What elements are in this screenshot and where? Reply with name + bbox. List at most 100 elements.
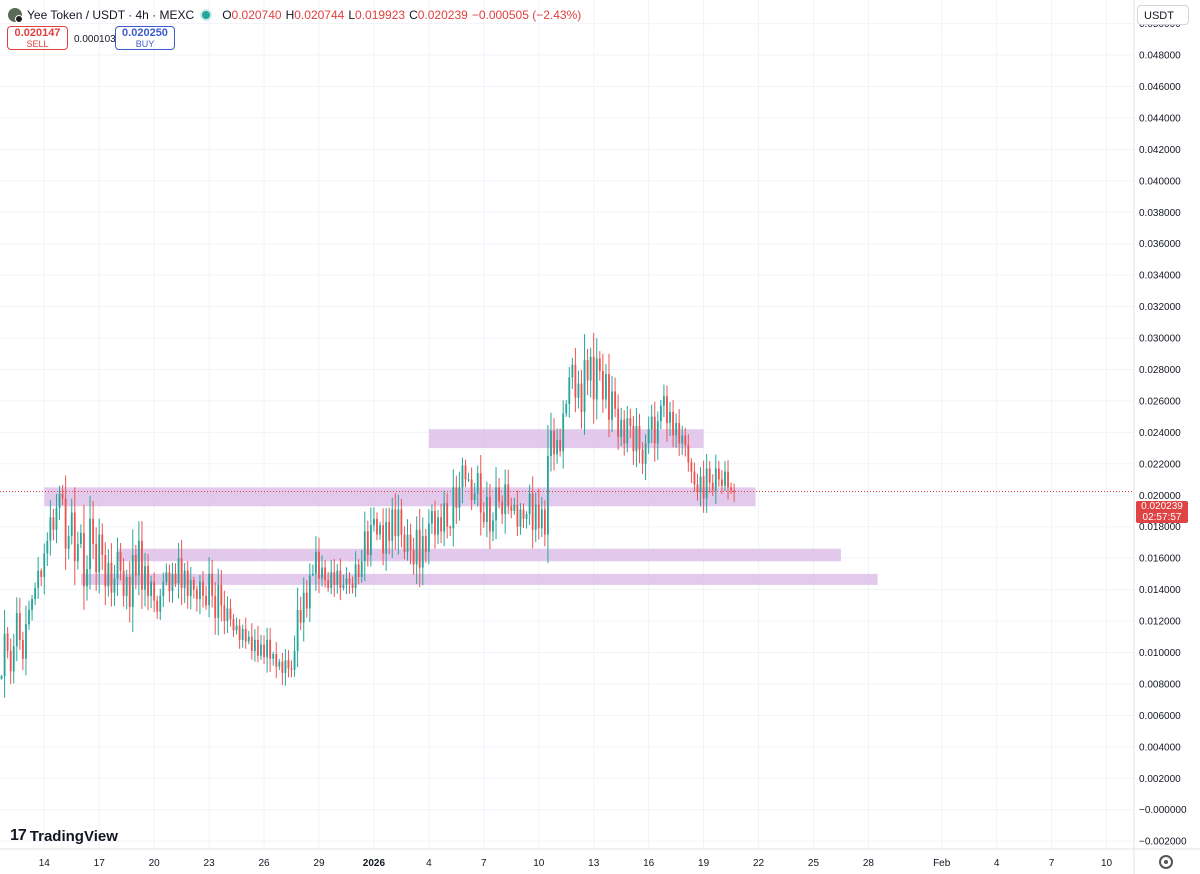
candle	[580, 370, 583, 429]
price-tick-label: 0.048000	[1139, 51, 1181, 62]
candle	[186, 561, 189, 609]
buy-button[interactable]: 0.020250 BUY	[115, 26, 175, 50]
candle	[79, 524, 82, 549]
candle	[46, 532, 49, 567]
candle	[525, 511, 528, 529]
time-tick-label: 10	[533, 858, 545, 869]
candle	[55, 494, 58, 544]
time-tick-label: 7	[1049, 858, 1055, 869]
candle	[339, 558, 342, 601]
zone-rect	[80, 573, 878, 585]
candle	[153, 572, 156, 613]
price-tick-label: −0.002000	[1139, 837, 1187, 848]
candle	[156, 595, 159, 619]
candle	[73, 487, 76, 586]
candle	[101, 523, 104, 570]
candlestick-series	[0, 332, 736, 698]
candle	[305, 580, 308, 618]
candle	[452, 469, 455, 547]
candle	[675, 413, 678, 448]
candle	[601, 353, 604, 413]
time-axis[interactable]: 14 17 20 23 26 29 2026 4 7 10 13 16 19 22 25 28 Feb 4 7 10	[39, 858, 1113, 869]
candle	[25, 605, 27, 676]
symbol-title[interactable]: Yee Token / USDT · 4h · MEXC	[27, 8, 195, 22]
price-tick-label: 0.042000	[1139, 145, 1181, 156]
tradingview-logo[interactable]: 17 TradingView	[10, 827, 118, 845]
sell-label: SELL	[26, 39, 49, 49]
candle	[434, 500, 436, 549]
candle	[449, 525, 452, 537]
candle	[174, 563, 177, 587]
candle	[647, 416, 650, 454]
candle	[376, 512, 378, 541]
currency-select[interactable]: USDT	[1137, 5, 1189, 25]
candle	[562, 400, 565, 469]
candle	[568, 367, 571, 418]
candle	[391, 497, 394, 558]
candle	[611, 376, 613, 433]
candle	[131, 529, 134, 633]
low-value: 0.019923	[355, 8, 406, 22]
candle	[412, 537, 415, 575]
candle	[241, 624, 244, 648]
candle	[382, 508, 385, 566]
candle	[543, 500, 546, 547]
candle	[275, 641, 278, 679]
tradingview-logo-icon: 17	[10, 827, 27, 844]
candle	[281, 653, 284, 686]
candle	[104, 542, 107, 606]
candle	[232, 614, 235, 637]
time-tick-label: 2026	[363, 858, 386, 869]
candle	[116, 537, 119, 596]
time-tick-label: 13	[588, 858, 600, 869]
candle	[724, 461, 726, 491]
candle	[565, 399, 568, 417]
open-value: 0.020740	[231, 8, 282, 22]
candle	[369, 507, 372, 567]
candle	[345, 567, 348, 595]
candle	[547, 425, 549, 564]
sell-button[interactable]: 0.020147 SELL	[7, 26, 68, 50]
open-label: O	[222, 8, 232, 22]
candle	[400, 498, 403, 548]
gear-icon[interactable]	[1159, 855, 1173, 869]
candle	[571, 357, 574, 389]
candle	[635, 408, 638, 468]
chart-grid	[0, 0, 1134, 849]
candle	[321, 555, 323, 587]
candle	[556, 428, 558, 464]
price-axis[interactable]: 0.0500000.0480000.0460000.0440000.042000…	[1139, 19, 1187, 848]
candle	[348, 572, 351, 594]
candle	[195, 585, 198, 612]
time-tick-label: 25	[808, 858, 820, 869]
candle	[373, 507, 375, 532]
candle	[656, 411, 659, 460]
candle	[620, 407, 623, 446]
candle	[296, 587, 299, 668]
candle	[318, 537, 320, 594]
candle	[357, 559, 360, 585]
candle	[92, 500, 95, 560]
candle	[324, 559, 327, 588]
candle	[440, 503, 443, 543]
candle	[574, 348, 577, 413]
candle	[95, 527, 98, 591]
price-tick-label: 0.018000	[1139, 522, 1181, 533]
candle	[278, 658, 281, 671]
candle	[229, 598, 232, 627]
candle	[522, 503, 525, 529]
candle	[504, 469, 507, 534]
price-tick-label: 0.004000	[1139, 742, 1181, 753]
candle	[125, 569, 128, 610]
candle	[333, 558, 336, 597]
candle	[415, 516, 418, 585]
candle	[388, 507, 391, 555]
time-tick-label: 23	[204, 858, 216, 869]
close-label: C	[409, 8, 418, 22]
candle	[83, 504, 85, 610]
candle	[253, 629, 256, 662]
candle	[684, 427, 687, 457]
price-tick-label: 0.030000	[1139, 334, 1181, 345]
candle	[250, 623, 253, 660]
